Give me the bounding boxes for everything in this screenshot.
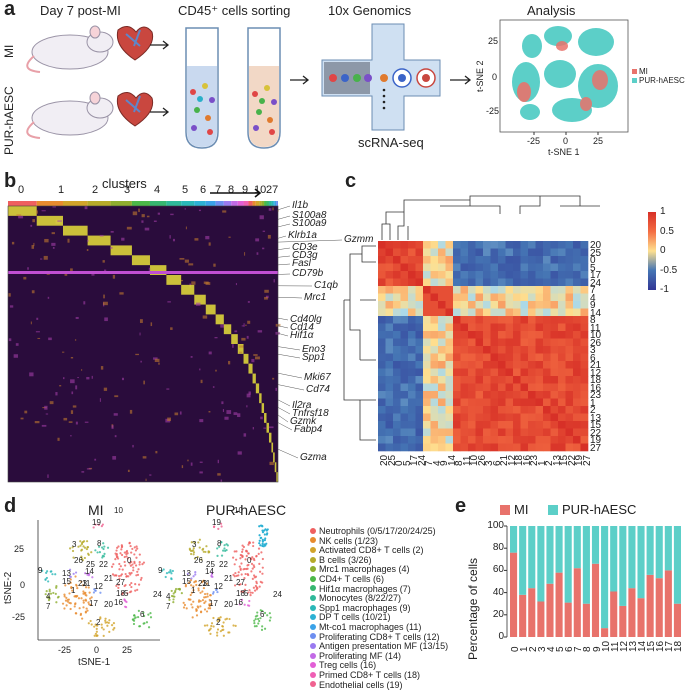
bar-mi bbox=[656, 578, 663, 637]
bar-pur bbox=[656, 526, 663, 578]
bar-pur bbox=[601, 526, 608, 628]
bar-mi bbox=[610, 591, 617, 637]
bar-pur bbox=[592, 526, 599, 564]
bar-mi bbox=[546, 584, 553, 637]
e-ytick-labels: 100 80 60 40 20 0 bbox=[484, 0, 506, 689]
bar-mi bbox=[665, 570, 672, 637]
bar-pur bbox=[528, 526, 535, 588]
bar-mi bbox=[510, 553, 517, 637]
bar-mi bbox=[637, 598, 644, 637]
bar-pur bbox=[574, 526, 581, 568]
bar-mi bbox=[619, 606, 626, 637]
e-ytick-label: 80 bbox=[493, 542, 504, 553]
bar-mi bbox=[628, 588, 635, 637]
e-ytick-label: 60 bbox=[493, 564, 504, 575]
e-ytick-label: 40 bbox=[493, 587, 504, 598]
bar-pur bbox=[537, 526, 544, 601]
bar-mi bbox=[647, 575, 654, 637]
bar-pur bbox=[565, 526, 572, 603]
bar-mi bbox=[565, 603, 572, 637]
bar-pur bbox=[519, 526, 526, 595]
bar-pur bbox=[674, 526, 681, 604]
e-ytick-label: 100 bbox=[487, 520, 504, 531]
bar-pur bbox=[619, 526, 626, 606]
bar-mi bbox=[519, 595, 526, 637]
bar-mi bbox=[574, 568, 581, 637]
bar-mi bbox=[528, 588, 535, 637]
bar-pur bbox=[546, 526, 553, 584]
bar-pur bbox=[665, 526, 672, 570]
e-ytick-label: 20 bbox=[493, 609, 504, 620]
e-ytick-label: 0 bbox=[498, 631, 504, 642]
bar-pur bbox=[556, 526, 563, 573]
bar-mi bbox=[556, 573, 563, 637]
bar-pur bbox=[510, 526, 517, 553]
bar-mi bbox=[583, 604, 590, 637]
bar-pur bbox=[637, 526, 644, 598]
bar-pur bbox=[610, 526, 617, 591]
bar-mi bbox=[592, 564, 599, 637]
bar-mi bbox=[537, 601, 544, 637]
bar-pur bbox=[628, 526, 635, 588]
bar-pur bbox=[583, 526, 590, 604]
bar-pur bbox=[647, 526, 654, 575]
bar-mi bbox=[674, 604, 681, 637]
bar-mi bbox=[601, 628, 608, 637]
